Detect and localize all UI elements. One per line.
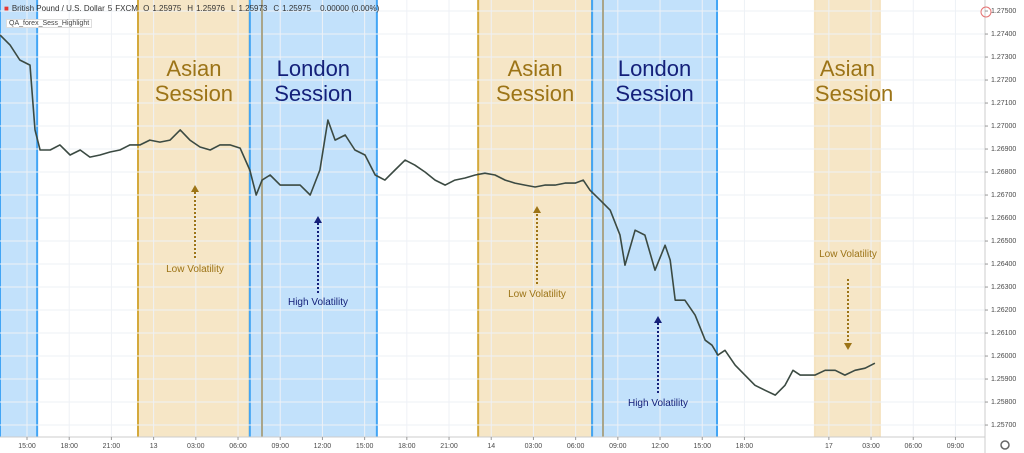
ohlc-label: C xyxy=(273,4,280,13)
x-tick-label: 21:00 xyxy=(103,443,121,450)
x-tick-label: 18:00 xyxy=(736,443,754,450)
x-tick-label: 03:00 xyxy=(525,443,543,450)
y-tick-label: 1.27400 xyxy=(991,31,1016,38)
symbol-icon: ■ xyxy=(4,4,9,13)
price-line xyxy=(0,34,876,396)
y-tick-label: 1.27100 xyxy=(991,100,1016,107)
symbol: British Pound / U.S. Dollar xyxy=(11,4,105,13)
plot xyxy=(0,34,876,396)
ohlc-label: H xyxy=(187,4,194,13)
x-tick-label: 13 xyxy=(150,443,158,450)
x-tick-label: 09:00 xyxy=(271,443,289,450)
x-tick-label: 15:00 xyxy=(356,443,374,450)
ohlc-item: O 1.25975 xyxy=(143,4,184,13)
y-tick-label: 1.26100 xyxy=(991,330,1016,337)
session-label: Asian Session xyxy=(154,56,234,106)
interval[interactable]: 5 xyxy=(107,4,113,13)
arrow-head xyxy=(191,185,199,192)
ohlc-value: 1.25975 xyxy=(152,4,182,13)
x-tick-label: 18:00 xyxy=(398,443,416,450)
x-tick-label: 03:00 xyxy=(187,443,205,450)
y-tick-label: 1.26400 xyxy=(991,261,1016,268)
y-tick-label: 1.26000 xyxy=(991,353,1016,360)
ohlc-value: 1.25975 xyxy=(282,4,312,13)
header: ■ British Pound / U.S. Dollar 5 FXCM O 1.259… xyxy=(4,4,382,13)
y-tick-label: 1.26800 xyxy=(991,169,1016,176)
x-tick-label: 14 xyxy=(487,443,495,450)
y-tick-label: 1.25800 xyxy=(991,399,1016,406)
ohlc-value: 1.25976 xyxy=(196,4,225,13)
ohlc-item: C 1.25975 xyxy=(273,4,314,13)
y-tick-label: 1.26900 xyxy=(991,146,1016,153)
session-label: London Session xyxy=(615,56,694,106)
alert-icon[interactable] xyxy=(980,6,992,18)
ohlc: O 1.25975 H 1.25976 L 1.25973 C 1.25975 xyxy=(143,4,317,13)
y-tick-label: 1.27300 xyxy=(991,54,1016,61)
ohlc-item: H 1.25976 xyxy=(187,4,228,13)
annotation: High Volatility xyxy=(627,398,689,409)
ohlc-item: L 1.25973 xyxy=(231,4,270,13)
y-tick-label: 1.26300 xyxy=(991,284,1016,291)
x-tick-label: 09:00 xyxy=(609,443,627,450)
y-tick-label: 1.27200 xyxy=(991,77,1016,84)
x-tick-label: 21:00 xyxy=(440,443,458,450)
x-tick-label: 12:00 xyxy=(314,443,332,450)
session-label: London Session xyxy=(274,56,353,106)
y-tick-label: 1.26700 xyxy=(991,192,1016,199)
x-tick-label: 06:00 xyxy=(904,443,922,450)
x-tick-label: 09:00 xyxy=(947,443,965,450)
x-tick-label: 18:00 xyxy=(60,443,78,450)
y-tick-label: 1.25700 xyxy=(991,422,1016,429)
annotation: High Volatility xyxy=(287,297,349,308)
arrow-head xyxy=(844,343,852,350)
annotation: Low Volatility xyxy=(508,289,566,300)
arrow-head xyxy=(533,206,541,213)
y-tick-label: 1.26200 xyxy=(991,307,1016,314)
source: FXCM xyxy=(115,4,138,13)
session-label: Asian Session xyxy=(814,56,894,106)
ohlc-label: L xyxy=(231,4,236,13)
x-tick-label: 17 xyxy=(825,443,833,450)
y-tick-label: 1.26600 xyxy=(991,215,1016,222)
y-tick-label: 1.27000 xyxy=(991,123,1016,130)
y-tick-label: 1.25900 xyxy=(991,376,1016,383)
annotation: Low Volatility xyxy=(166,264,224,275)
x-tick-label: 15:00 xyxy=(18,443,36,450)
axes: 1.25700 1.25800 1.25900 1.26000 1.26100 1.262… xyxy=(18,8,1016,450)
x-tick-label: 15:00 xyxy=(693,443,711,450)
grid xyxy=(0,0,985,437)
arrow-head xyxy=(654,316,662,323)
y-tick-label: 1.26500 xyxy=(991,238,1016,245)
settings-icon[interactable] xyxy=(1000,440,1010,450)
x-tick-label: 06:00 xyxy=(229,443,247,450)
x-tick-label: 12:00 xyxy=(651,443,669,450)
x-tick-label: 06:00 xyxy=(567,443,585,450)
ohlc-label: O xyxy=(143,4,150,13)
annotation: Low Volatility xyxy=(819,249,877,260)
x-tick-label: 03:00 xyxy=(862,443,880,450)
indicator[interactable]: QA_forex_Sess_Highlight xyxy=(6,19,93,28)
y-tick-label: 1.27500 xyxy=(991,8,1016,15)
change: 0.00000 (0.00%) xyxy=(320,4,380,13)
session-label: Asian Session xyxy=(495,56,575,106)
arrow-head xyxy=(314,216,322,223)
ohlc-value: 1.25973 xyxy=(238,4,268,13)
